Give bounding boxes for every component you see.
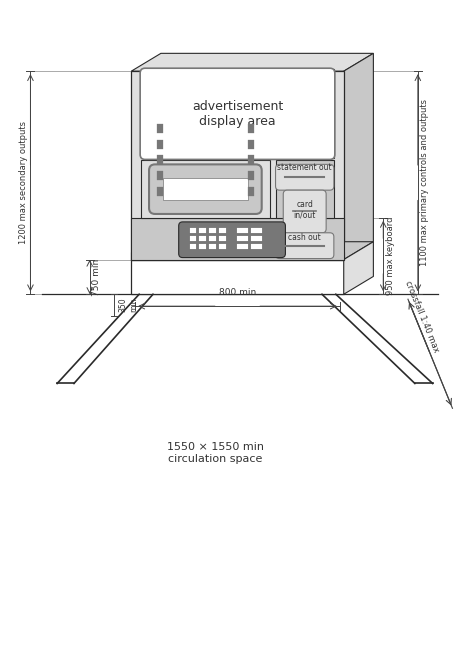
FancyBboxPatch shape — [275, 233, 334, 258]
Text: 1100 max primary controls and outputs: 1100 max primary controls and outputs — [420, 99, 429, 266]
Bar — [210, 243, 216, 249]
FancyBboxPatch shape — [179, 222, 285, 258]
Bar — [200, 228, 206, 233]
Bar — [248, 140, 254, 149]
Bar — [131, 260, 344, 294]
FancyBboxPatch shape — [140, 68, 335, 160]
Bar — [248, 171, 254, 180]
Bar — [251, 228, 262, 233]
Bar — [219, 236, 226, 241]
Text: card
in/out: card in/out — [293, 200, 316, 219]
Bar — [237, 228, 248, 233]
Bar — [219, 243, 226, 249]
Text: statement out: statement out — [277, 164, 332, 173]
Bar — [248, 156, 254, 164]
Polygon shape — [344, 53, 374, 260]
Bar — [131, 252, 344, 260]
Bar — [251, 243, 262, 249]
Text: 1550 × 1550 min
circulation space: 1550 × 1550 min circulation space — [167, 442, 264, 463]
Polygon shape — [344, 241, 374, 294]
Text: advertisement
display area: advertisement display area — [192, 100, 283, 128]
Bar — [190, 228, 197, 233]
Bar — [141, 69, 334, 158]
Polygon shape — [131, 241, 374, 260]
FancyBboxPatch shape — [275, 164, 334, 190]
Bar — [237, 243, 248, 249]
Text: 800 min: 800 min — [219, 288, 256, 297]
Bar — [248, 124, 254, 132]
Bar — [157, 187, 163, 196]
Bar — [237, 236, 248, 241]
Bar — [275, 160, 334, 218]
Bar — [141, 160, 270, 218]
Bar — [190, 243, 197, 249]
Text: 350
min: 350 min — [118, 298, 138, 312]
Polygon shape — [131, 53, 374, 71]
FancyBboxPatch shape — [283, 190, 326, 233]
Bar — [157, 140, 163, 149]
Bar — [157, 124, 163, 132]
Bar — [131, 71, 344, 260]
Text: 750 min: 750 min — [92, 258, 101, 295]
Bar — [219, 228, 226, 233]
Text: 950 max keyboard: 950 max keyboard — [386, 217, 395, 295]
Bar — [248, 187, 254, 196]
Bar — [200, 236, 206, 241]
Text: cash out: cash out — [288, 233, 321, 241]
Bar — [190, 236, 197, 241]
FancyBboxPatch shape — [149, 164, 262, 214]
Bar — [200, 243, 206, 249]
Bar — [157, 171, 163, 180]
Bar — [210, 236, 216, 241]
Text: 1200 max secondary outputs: 1200 max secondary outputs — [19, 121, 28, 244]
Bar — [131, 218, 344, 260]
Bar — [157, 156, 163, 164]
Text: crossfall 1:40 max: crossfall 1:40 max — [403, 279, 441, 354]
Bar — [210, 228, 216, 233]
Bar — [163, 178, 248, 200]
Bar — [251, 236, 262, 241]
